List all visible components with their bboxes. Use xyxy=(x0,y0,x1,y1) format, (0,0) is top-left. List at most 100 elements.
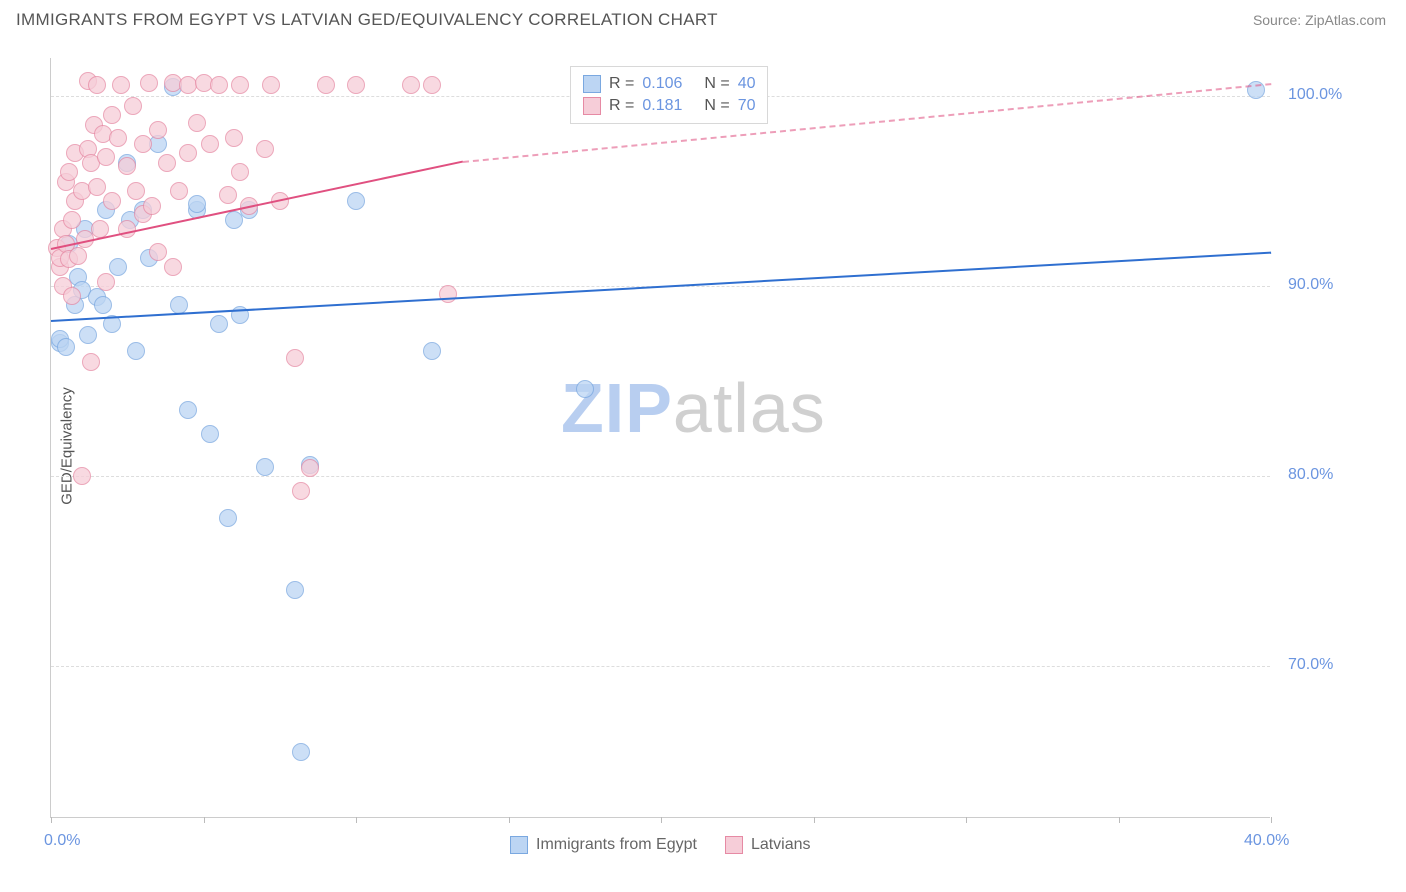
legend-correlation: R =0.106N =40R =0.181N =70 xyxy=(570,66,768,124)
data-point xyxy=(149,121,167,139)
data-point xyxy=(286,349,304,367)
data-point xyxy=(149,243,167,261)
legend-swatch xyxy=(583,75,601,93)
data-point xyxy=(201,135,219,153)
x-tick xyxy=(51,817,52,823)
data-point xyxy=(210,76,228,94)
data-point xyxy=(97,273,115,291)
data-point xyxy=(88,178,106,196)
data-point xyxy=(143,197,161,215)
data-point xyxy=(292,743,310,761)
data-point xyxy=(158,154,176,172)
y-tick-label: 90.0% xyxy=(1288,276,1333,294)
data-point xyxy=(317,76,335,94)
data-point xyxy=(82,353,100,371)
y-tick-label: 70.0% xyxy=(1288,656,1333,674)
data-point xyxy=(231,76,249,94)
watermark-atlas: atlas xyxy=(673,369,826,447)
data-point xyxy=(140,74,158,92)
legend-series-name: Latvians xyxy=(751,836,811,854)
data-point xyxy=(256,458,274,476)
data-point xyxy=(210,315,228,333)
legend-n-label: N = xyxy=(704,75,729,93)
data-point xyxy=(118,220,136,238)
data-point xyxy=(109,129,127,147)
data-point xyxy=(402,76,420,94)
data-point xyxy=(88,76,106,94)
legend-r-value: 0.106 xyxy=(642,75,696,93)
data-point xyxy=(188,114,206,132)
data-point xyxy=(286,581,304,599)
y-tick-label: 80.0% xyxy=(1288,466,1333,484)
gridline xyxy=(51,476,1270,477)
chart-plot-area: ZIPatlas xyxy=(50,58,1270,818)
data-point xyxy=(73,467,91,485)
data-point xyxy=(423,76,441,94)
legend-r-label: R = xyxy=(609,97,634,115)
data-point xyxy=(127,342,145,360)
watermark-zip: ZIP xyxy=(561,369,673,447)
legend-item: Latvians xyxy=(725,836,811,854)
gridline xyxy=(51,666,1270,667)
source-credit: Source: ZipAtlas.com xyxy=(1253,12,1386,28)
legend-series-name: Immigrants from Egypt xyxy=(536,836,697,854)
data-point xyxy=(188,195,206,213)
data-point xyxy=(170,296,188,314)
data-point xyxy=(57,338,75,356)
data-point xyxy=(97,148,115,166)
legend-row: R = 0.106 N = 40 xyxy=(583,73,755,95)
data-point xyxy=(231,163,249,181)
data-point xyxy=(103,106,121,124)
data-point xyxy=(109,258,127,276)
data-point xyxy=(423,342,441,360)
data-point xyxy=(219,186,237,204)
data-point xyxy=(60,163,78,181)
data-point xyxy=(347,192,365,210)
data-point xyxy=(262,76,280,94)
data-point xyxy=(79,326,97,344)
data-point xyxy=(112,76,130,94)
data-point xyxy=(63,211,81,229)
x-tick xyxy=(966,817,967,823)
data-point xyxy=(94,296,112,314)
legend-n-value: 40 xyxy=(738,75,756,93)
y-tick-label: 100.0% xyxy=(1288,86,1342,104)
data-point xyxy=(179,401,197,419)
legend-r-label: R = xyxy=(609,75,634,93)
x-tick-label: 40.0% xyxy=(1244,832,1289,850)
x-tick xyxy=(814,817,815,823)
watermark: ZIPatlas xyxy=(561,368,826,448)
data-point xyxy=(219,509,237,527)
legend-swatch xyxy=(725,836,743,854)
data-point xyxy=(118,157,136,175)
x-tick xyxy=(1119,817,1120,823)
data-point xyxy=(63,287,81,305)
data-point xyxy=(292,482,310,500)
data-point xyxy=(134,135,152,153)
source-prefix: Source: xyxy=(1253,12,1305,28)
legend-n-label: N = xyxy=(704,97,729,115)
data-point xyxy=(127,182,145,200)
data-point xyxy=(69,247,87,265)
x-tick xyxy=(1271,817,1272,823)
x-tick xyxy=(356,817,357,823)
chart-title: IMMIGRANTS FROM EGYPT VS LATVIAN GED/EQU… xyxy=(16,10,718,30)
data-point xyxy=(170,182,188,200)
data-point xyxy=(201,425,219,443)
legend-n-value: 70 xyxy=(738,97,756,115)
data-point xyxy=(225,129,243,147)
source-name: ZipAtlas.com xyxy=(1305,12,1386,28)
data-point xyxy=(124,97,142,115)
x-tick xyxy=(509,817,510,823)
data-point xyxy=(256,140,274,158)
legend-item: Immigrants from Egypt xyxy=(510,836,697,854)
legend-row: R =0.181N =70 xyxy=(583,95,755,117)
data-point xyxy=(347,76,365,94)
data-point xyxy=(164,258,182,276)
x-tick xyxy=(661,817,662,823)
legend-swatch xyxy=(583,97,601,115)
data-point xyxy=(179,144,197,162)
data-point xyxy=(103,192,121,210)
legend-swatch xyxy=(510,836,528,854)
data-point xyxy=(301,459,319,477)
